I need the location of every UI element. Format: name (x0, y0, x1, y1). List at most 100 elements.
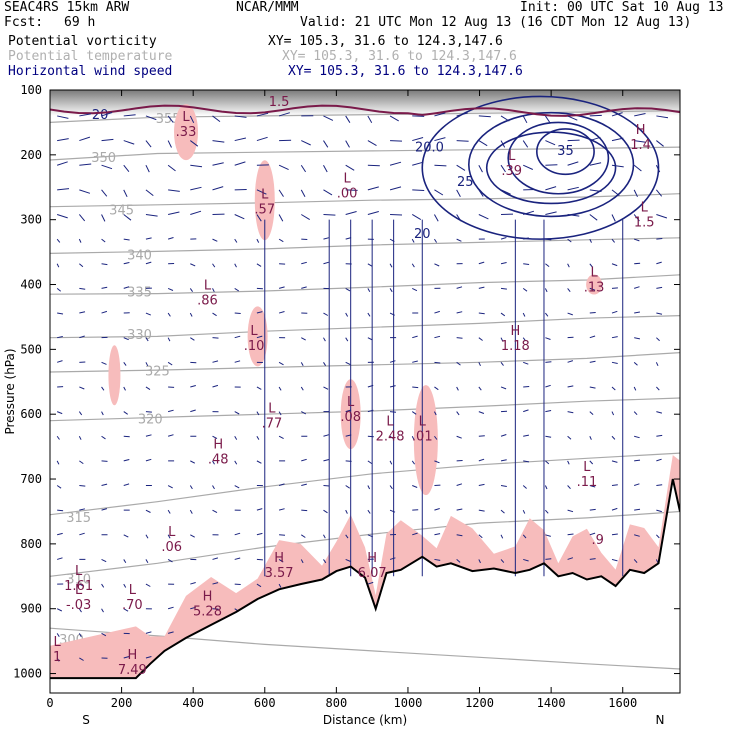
x-axis-label: Distance (km) (323, 713, 407, 727)
pv-extremum-value: .00 (337, 187, 358, 202)
theta-label-335: 335 (127, 285, 152, 300)
x-tick-label: 200 (111, 696, 133, 710)
wind-vector (567, 238, 572, 243)
wind-vector (234, 263, 237, 268)
wind-vector (589, 411, 594, 415)
wind-vector (456, 189, 461, 197)
wind-vector (545, 361, 552, 363)
wind-vector (389, 557, 396, 560)
wind-vector (79, 460, 84, 465)
pv-contour-tropopause (50, 104, 680, 117)
pv-low-marker: L (204, 278, 212, 293)
wind-vector (123, 238, 130, 241)
wind-vector (611, 189, 620, 196)
wind-vector (256, 411, 260, 416)
wind-vector (190, 460, 196, 464)
wind-vector (411, 460, 416, 465)
wind-vector (278, 311, 285, 314)
wind-vector (500, 459, 507, 462)
wind-vector (434, 310, 440, 314)
wind-vector (545, 435, 552, 438)
wind-vector (56, 657, 60, 662)
wind-vector (589, 335, 596, 339)
wind-vector (367, 186, 379, 191)
wind-vector (79, 657, 84, 661)
pv-extremum-value: 5.28 (193, 605, 222, 620)
wind-vector (190, 164, 203, 168)
wind-vector (79, 113, 91, 117)
wind-vector (212, 435, 218, 440)
y-tick-label: 300 (20, 213, 42, 227)
wind-vector (234, 115, 247, 118)
pv-low-marker: L (386, 415, 394, 430)
y-tick-label: 600 (20, 407, 42, 421)
wind-vector (523, 434, 529, 437)
pv-low-marker: L (268, 402, 276, 417)
theta-label-310: 310 (66, 573, 91, 588)
wind-vector (101, 608, 104, 613)
x-tick-label: 1200 (465, 696, 494, 710)
wind-vector (101, 483, 108, 487)
wind-vector (367, 460, 373, 465)
wind-vector (656, 458, 662, 462)
wind-vector (323, 189, 333, 196)
wind-vector (434, 435, 438, 440)
wind-vector (456, 214, 462, 222)
wind-vector (434, 335, 441, 339)
pv-low-marker: L (75, 564, 83, 579)
pv-extremum-value: .57 (254, 203, 275, 218)
wind-vector (567, 385, 574, 388)
wind-vector (167, 485, 173, 489)
wind-vector (478, 286, 485, 289)
pv-shading-blob (174, 104, 199, 161)
wind-vector (256, 311, 263, 314)
wind-speed-label: 35 (557, 144, 574, 159)
wind-vector (456, 311, 463, 314)
wind-vector (500, 262, 507, 265)
wind-vector (434, 214, 439, 222)
wind-vector (655, 164, 661, 173)
wind-vector (345, 287, 351, 292)
wind-vector (545, 263, 550, 267)
wind-vector (301, 337, 306, 341)
wind-vector (611, 112, 623, 117)
wind-vector (57, 161, 68, 166)
wind-vector (256, 263, 262, 267)
wind-vector (256, 386, 262, 390)
y-tick-label: 700 (20, 472, 42, 486)
wind-vector (101, 508, 108, 511)
wind-vector (411, 436, 415, 440)
wind-vector (633, 164, 642, 172)
wind-vector (57, 138, 69, 142)
wind-vector (567, 360, 574, 363)
wind-vector (434, 386, 439, 391)
wind-vector (389, 360, 396, 363)
x-tick-label: 0 (46, 696, 53, 710)
wind-vector (545, 534, 551, 537)
wind-vector (123, 435, 130, 438)
wind-vector (57, 115, 69, 119)
wind-vector (101, 164, 113, 170)
x-tick-label: 600 (254, 696, 276, 710)
wind-vector (323, 434, 330, 437)
wind-vector (123, 189, 128, 198)
wind-vector (411, 411, 417, 415)
wind-vector (145, 386, 151, 391)
wind-vector (634, 435, 640, 439)
wind-vector (611, 484, 618, 487)
wind-vector (212, 263, 216, 268)
wind-vector (190, 140, 199, 147)
pv-low-marker: L (419, 415, 427, 430)
y-axis-label: Pressure (hPa) (3, 348, 17, 434)
wind-vector (567, 115, 578, 121)
wind-vector (56, 263, 60, 268)
wind-speed-contour-20 (421, 95, 660, 240)
wind-vector (434, 460, 440, 464)
wind-vector (212, 115, 221, 122)
wind-vector (545, 410, 552, 413)
wind-vector (456, 361, 461, 366)
y-tick-label: 400 (20, 278, 42, 292)
wind-vector (167, 534, 171, 539)
wind-vector (79, 163, 92, 166)
